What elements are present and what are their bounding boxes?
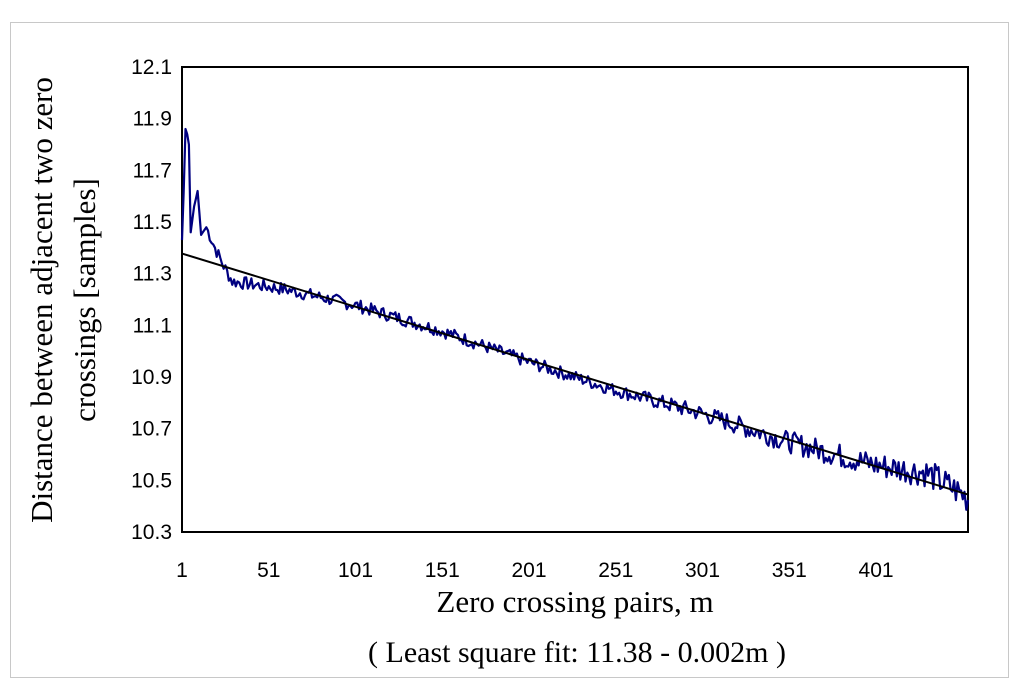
x-axis-title: Zero crossing pairs, m	[436, 584, 713, 619]
chart-subtitle: ( Least square fit: 11.38 - 0.002m )	[368, 636, 786, 669]
y-axis-title-line1: Distance between adjacent two zero	[24, 77, 59, 523]
plot-area	[180, 66, 970, 533]
x-tick-label: 201	[511, 559, 546, 582]
y-tick-label: 11.9	[133, 108, 172, 131]
x-tick-label: 251	[598, 559, 633, 582]
least-squares-fit-line	[181, 252, 969, 496]
y-tick-label: 11.1	[133, 314, 172, 337]
y-tick-label: 11.5	[133, 211, 172, 234]
y-tick-label: 12.1	[131, 56, 172, 79]
x-tick-label: 1	[176, 559, 188, 582]
y-tick-label: 10.7	[131, 418, 172, 441]
x-tick-label: 351	[772, 559, 807, 582]
x-axis-tick-labels: 1 51 101 151 201 251 301 351 401	[176, 559, 893, 582]
y-tick-label: 10.9	[131, 366, 172, 389]
x-tick-label: 101	[338, 559, 373, 582]
y-tick-label: 11.3	[133, 263, 172, 286]
x-tick-label: 401	[859, 559, 894, 582]
x-tick-label: 151	[425, 559, 460, 582]
y-axis-title-line2: crossings [samples]	[67, 178, 102, 422]
x-tick-label: 51	[257, 559, 280, 582]
y-tick-label: 10.3	[131, 521, 172, 544]
y-tick-label: 11.7	[133, 159, 172, 182]
y-axis-tick-labels: 10.3 10.5 10.7 10.9 11.1 11.3 11.5 11.7 11.9 12.1	[131, 56, 172, 544]
x-tick-label: 301	[685, 559, 720, 582]
chart-frame	[10, 22, 1009, 678]
y-tick-label: 10.5	[131, 469, 172, 492]
